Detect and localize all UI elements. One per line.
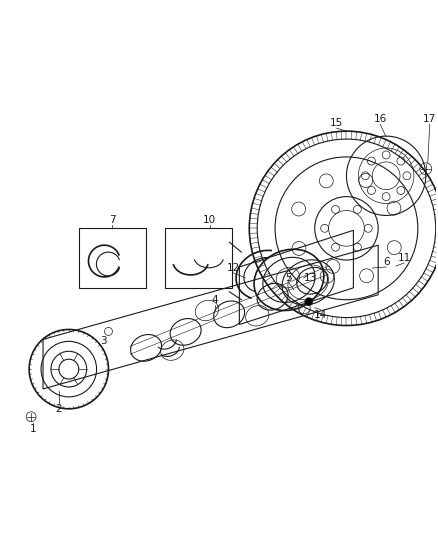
Circle shape	[305, 298, 313, 305]
Text: 14: 14	[314, 310, 327, 320]
Text: 13: 13	[304, 273, 318, 283]
Bar	[79, 228, 146, 288]
Text: 16: 16	[374, 114, 387, 124]
Text: 11: 11	[397, 253, 410, 263]
Text: 15: 15	[330, 118, 343, 128]
Text: 4: 4	[211, 295, 218, 305]
Text: 2: 2	[56, 404, 62, 414]
Text: 10: 10	[203, 215, 216, 225]
Text: 17: 17	[423, 114, 436, 124]
Text: 7: 7	[109, 215, 116, 225]
Text: 3: 3	[100, 336, 107, 346]
Text: 6: 6	[383, 257, 389, 267]
Text: 5: 5	[286, 273, 292, 283]
Bar	[165, 228, 233, 288]
Text: 1: 1	[30, 424, 36, 434]
Text: 12: 12	[227, 263, 240, 273]
